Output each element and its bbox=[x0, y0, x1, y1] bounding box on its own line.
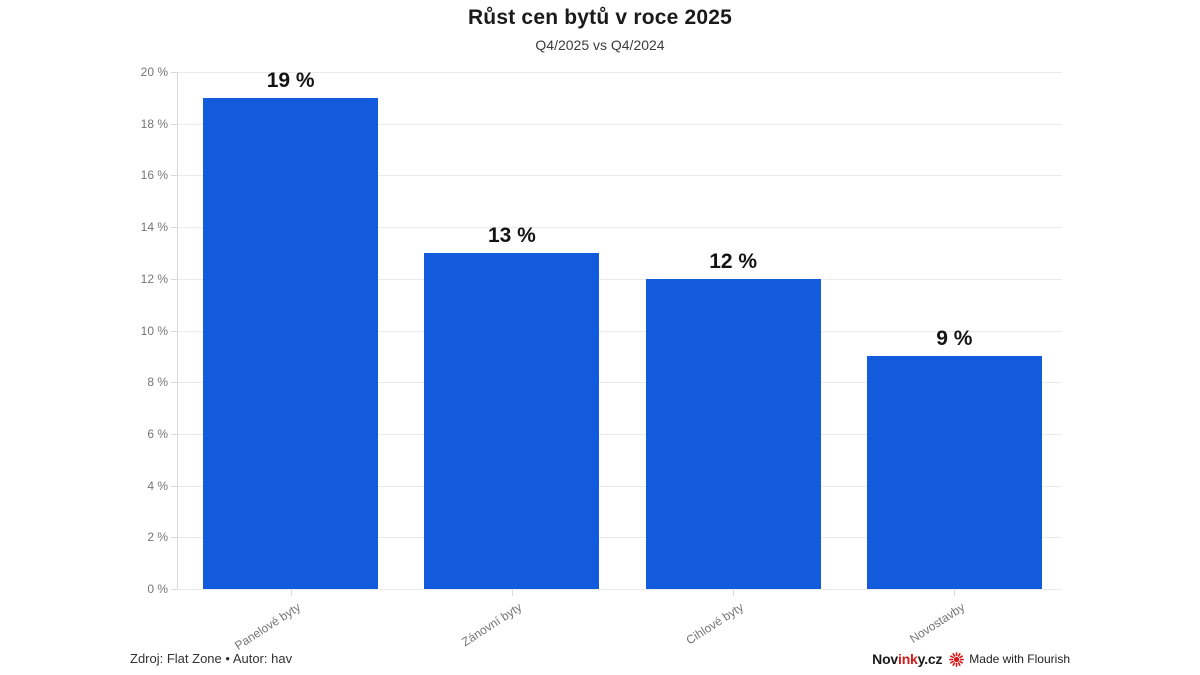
gridline bbox=[177, 537, 1062, 539]
y-tick-label: 8 % bbox=[147, 375, 168, 390]
novinky-logo[interactable]: Novinky.cz bbox=[872, 651, 942, 667]
gridline bbox=[177, 123, 1062, 125]
y-axis-tick bbox=[171, 382, 177, 384]
brand-part-2: ink bbox=[898, 651, 918, 667]
flourish-starburst-icon bbox=[949, 651, 965, 667]
source-credit: Zdroj: Flat Zone • Autor: hav bbox=[130, 651, 293, 666]
gridline bbox=[177, 433, 1062, 435]
y-tick-label: 16 % bbox=[140, 168, 168, 183]
chart-subtitle: Q4/2025 vs Q4/2024 bbox=[535, 37, 665, 53]
x-axis-tick bbox=[290, 590, 292, 596]
y-axis-tick bbox=[171, 175, 177, 177]
x-tick-label: Novostavby bbox=[906, 600, 967, 646]
bar-4 bbox=[866, 356, 1042, 589]
y-axis-tick bbox=[171, 72, 177, 73]
bar-value-label: 12 % bbox=[709, 249, 758, 273]
y-tick-label: 12 % bbox=[140, 271, 168, 286]
y-tick-label: 14 % bbox=[140, 220, 168, 235]
x-tick-label: Cihlové byty bbox=[683, 600, 746, 648]
x-tick-label: Panelové byty bbox=[232, 600, 304, 653]
gridline bbox=[177, 278, 1062, 280]
flourish-credit-link[interactable]: Made with Flourish bbox=[949, 651, 1070, 667]
flourish-credit-label: Made with Flourish bbox=[969, 652, 1070, 666]
gridline bbox=[177, 72, 1062, 73]
x-axis-tick bbox=[733, 590, 735, 596]
gridline bbox=[177, 227, 1062, 229]
chart-title: Růst cen bytů v roce 2025 bbox=[467, 6, 733, 29]
y-tick-label: 18 % bbox=[140, 116, 168, 131]
gridline bbox=[177, 175, 1062, 177]
gridline bbox=[177, 330, 1062, 332]
y-axis-tick bbox=[171, 330, 177, 332]
y-tick-label: 4 % bbox=[147, 478, 168, 493]
y-axis-tick bbox=[171, 589, 177, 590]
y-tick-label: 10 % bbox=[140, 323, 168, 338]
y-axis-tick bbox=[171, 485, 177, 487]
bar-3 bbox=[645, 278, 821, 589]
y-axis-tick bbox=[171, 278, 177, 280]
y-axis-tick bbox=[171, 227, 177, 229]
gridline bbox=[177, 589, 1062, 590]
gridline bbox=[177, 485, 1062, 487]
x-axis-tick bbox=[511, 590, 513, 596]
gridline bbox=[177, 382, 1062, 384]
y-axis-tick bbox=[171, 537, 177, 539]
bar-1 bbox=[203, 97, 379, 589]
y-tick-label: 20 % bbox=[140, 65, 168, 79]
bar-value-label: 9 % bbox=[936, 327, 973, 351]
y-tick-label: 0 % bbox=[147, 582, 168, 596]
bar-value-label: 13 % bbox=[487, 223, 536, 247]
brand-part-3: y.cz bbox=[917, 651, 943, 667]
x-tick-label: Zánovní byty bbox=[459, 600, 525, 650]
x-axis-tick bbox=[954, 590, 956, 596]
y-axis-tick bbox=[171, 123, 177, 125]
y-tick-label: 2 % bbox=[147, 530, 168, 545]
y-axis-tick bbox=[171, 433, 177, 435]
y-axis-line bbox=[177, 72, 178, 589]
bar-2 bbox=[424, 252, 600, 589]
y-tick-label: 6 % bbox=[147, 426, 168, 441]
brand-part-1: Nov bbox=[872, 651, 899, 667]
footer-branding: Novinky.cz Made with Flourish bbox=[872, 651, 1070, 667]
bar-value-label: 19 % bbox=[266, 68, 315, 92]
